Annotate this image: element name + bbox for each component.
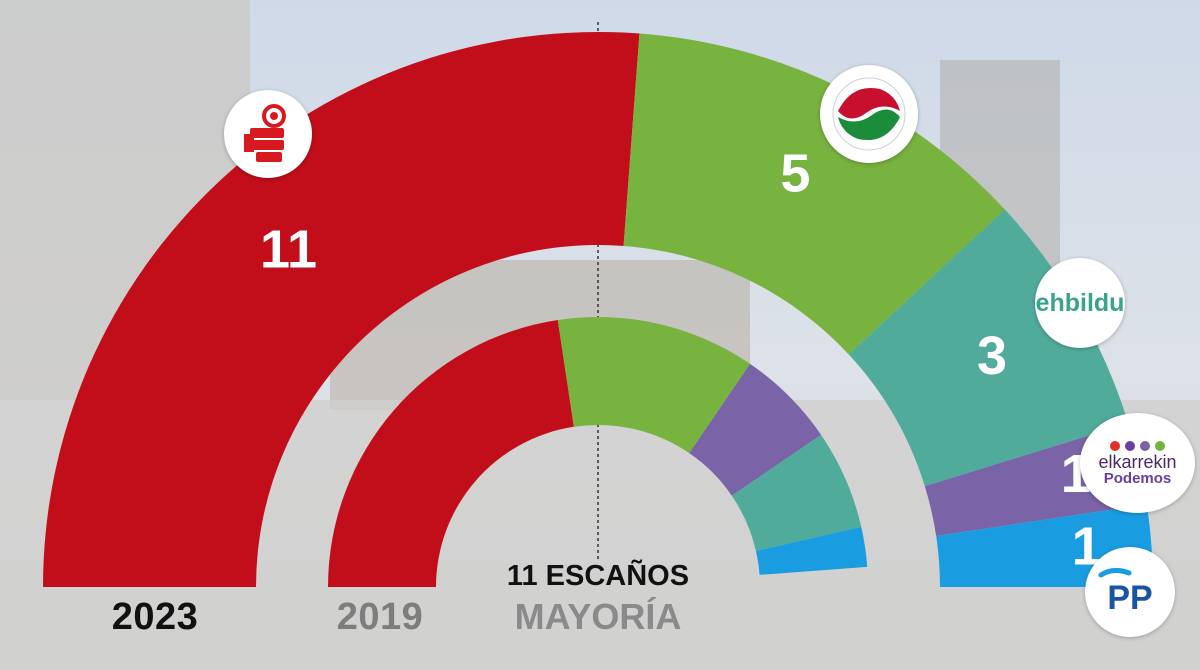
seat-segment-2019-psoe <box>328 320 574 587</box>
year-label-2023: 2023 <box>111 596 199 638</box>
seat-segment-2019-elkarrekin-podemos <box>689 363 822 496</box>
podemos-logo: elkarrekin Podemos <box>1080 413 1195 513</box>
podemos-logo-line2: Podemos <box>1103 469 1172 487</box>
year-label-2019: 2019 <box>336 596 424 638</box>
seat-segment-2023-psoe <box>43 31 640 588</box>
majority-label: MAYORÍA <box>514 596 682 637</box>
psoe-logo <box>224 90 312 178</box>
podemos-logo-line1: elkarrekin <box>1098 451 1177 472</box>
pp-logo-text: PP <box>1107 579 1152 617</box>
seat-segment-2019-pnv <box>557 317 751 454</box>
seat-count-label-pnv: 5 <box>780 143 810 203</box>
seat-segment-2023-pnv <box>623 33 1005 355</box>
pp-logo: PP <box>1085 547 1175 637</box>
seat-segment-2019-eh-bildu <box>731 434 862 551</box>
pnv-swirl-icon <box>832 77 906 151</box>
podemos-dots-icon <box>1098 440 1176 451</box>
seat-segment-2019-pp <box>755 526 868 575</box>
pp-logo-icon: PP <box>1098 567 1153 617</box>
ring-2019 <box>328 317 868 587</box>
majority-seats-label: 11 ESCAÑOS <box>506 560 690 592</box>
seat-count-label-eh-bildu: 3 <box>977 326 1007 386</box>
ehbildu-logo: ehbildu <box>1035 258 1125 348</box>
pnv-logo <box>820 65 918 163</box>
rose-fist-icon <box>244 104 286 162</box>
ehbildu-logo-text: ehbildu <box>1035 288 1125 317</box>
seat-count-label-psoe: 11 <box>260 220 317 280</box>
